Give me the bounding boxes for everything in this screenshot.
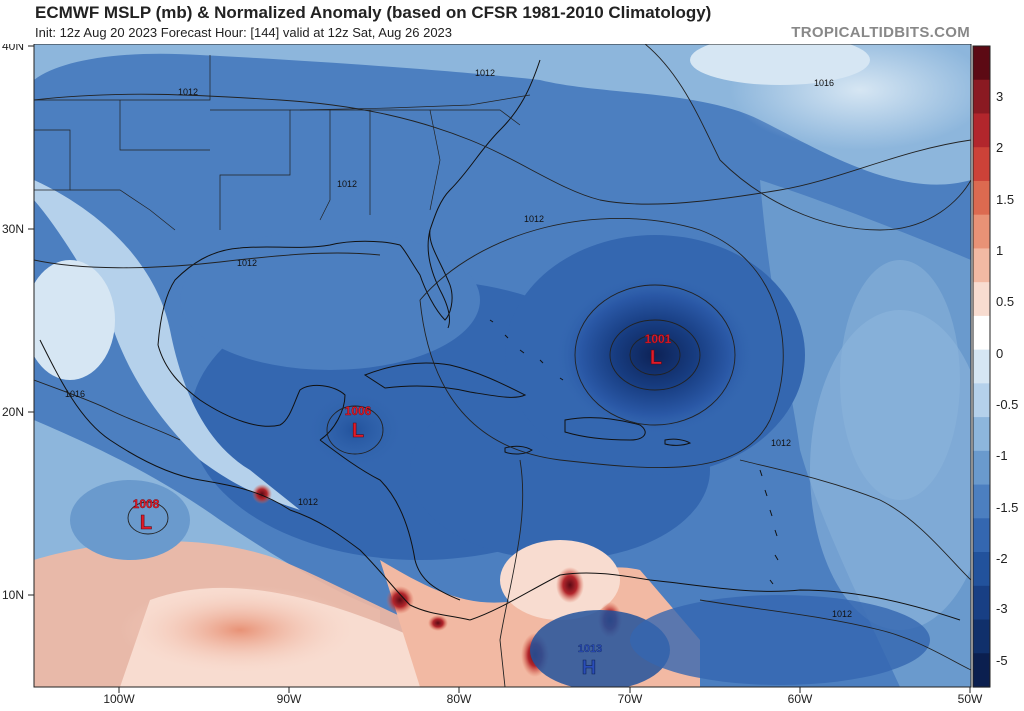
colorbar-swatch (973, 248, 990, 283)
colorbar-swatch (973, 147, 990, 182)
lon-label: 90W (277, 692, 302, 706)
colorbar-tick-label: -1 (996, 448, 1008, 463)
colorbar-tick-label: -5 (996, 653, 1008, 668)
colorbar-swatch (973, 552, 990, 587)
colorbar-swatch (973, 585, 990, 621)
pressure-center-low-1008: 1008 L (132, 497, 160, 534)
colorbar-swatch (973, 46, 990, 81)
plot-frame (33, 43, 972, 688)
lon-label: 60W (788, 692, 813, 706)
colorbar-labels: 3 2 1.5 1 0.5 0 -0.5 -1 -1.5 -2 -3 -5 (996, 89, 1018, 668)
colorbar-swatch (973, 383, 990, 418)
isobar-label: 1016 (814, 78, 834, 88)
anomaly-field (34, 44, 971, 687)
map-title: ECMWF MSLP (mb) & Normalized Anomaly (ba… (35, 3, 712, 22)
colorbar-tick-label: -2 (996, 551, 1008, 566)
colorbar-swatch (973, 653, 990, 688)
pressure-center-low-1001: 1001 L (644, 332, 672, 370)
colorbar-swatch (973, 214, 990, 250)
isobar-label: 1012 (475, 68, 495, 78)
colorbar (972, 45, 991, 688)
isobar-label: 1012 (524, 214, 544, 224)
isobar-label: 1012 (337, 179, 357, 189)
longitude-axis: 100W 90W 80W 70W 60W 50W (103, 687, 983, 706)
isobar-label-group: 1012 1012 1012 1012 1012 1016 1016 1012 … (65, 68, 852, 619)
lat-label: 10N (2, 588, 24, 602)
pressure-value: 1006 (345, 404, 372, 418)
lon-label: 50W (958, 692, 983, 706)
state-borders (34, 55, 531, 231)
colorbar-tick-label: -0.5 (996, 397, 1018, 412)
colorbar-swatch (973, 518, 990, 553)
low-marker: L (650, 347, 662, 369)
colorbar-swatch (973, 450, 990, 486)
colorbar-swatch (973, 315, 990, 351)
colorbar-swatch (973, 417, 990, 452)
isobar-label: 1012 (771, 438, 791, 448)
pressure-value: 1001 (645, 332, 672, 346)
high-marker: H (582, 657, 596, 679)
map-subtitle: Init: 12z Aug 20 2023 Forecast Hour: [14… (35, 25, 453, 40)
lat-label: 30N (2, 222, 24, 236)
pressure-value: 1008 (133, 497, 160, 511)
colorbar-swatch (973, 349, 990, 384)
colorbar-tick-label: 0 (996, 346, 1003, 361)
lat-label: 20N (2, 405, 24, 419)
colorbar-tick-label: 2 (996, 140, 1003, 155)
colorbar-tick-label: 3 (996, 89, 1003, 104)
colorbar-swatch (973, 619, 990, 654)
colorbar-tick-label: -3 (996, 601, 1008, 616)
brand-watermark: TROPICALTIDBITS.COM (791, 24, 970, 41)
header: ECMWF MSLP (mb) & Normalized Anomaly (ba… (0, 0, 1024, 44)
isobars (34, 44, 971, 687)
isobar-label: 1012 (832, 609, 852, 619)
colorbar-swatch (973, 282, 990, 317)
pressure-center-low-1006: 1006 L (344, 404, 372, 443)
pressure-value: 1013 (578, 643, 602, 655)
colorbar-tick-label: 1 (996, 243, 1003, 258)
isobar-label: 1012 (237, 258, 257, 268)
lon-label: 70W (618, 692, 643, 706)
pressure-center-high: 1013 H (578, 643, 603, 679)
isobar-label: 1012 (298, 497, 318, 507)
lon-label: 80W (447, 692, 472, 706)
isobar-label: 1012 (178, 87, 198, 97)
colorbar-swatch (973, 79, 990, 115)
colorbar-tick-label: 0.5 (996, 294, 1014, 309)
low-marker: L (352, 420, 364, 442)
low-marker: L (140, 512, 152, 534)
colorbar-tick-label: -1.5 (996, 500, 1018, 515)
colorbar-swatch (973, 484, 990, 519)
lon-label: 100W (103, 692, 135, 706)
isobar-label: 1016 (65, 389, 85, 399)
latitude-axis: 40N 30N 20N 10N (2, 39, 34, 602)
colorbar-tick-label: 1.5 (996, 192, 1014, 207)
colorbar-swatch (973, 113, 990, 148)
colorbar-frame (972, 45, 991, 688)
colorbar-swatch (973, 180, 990, 216)
